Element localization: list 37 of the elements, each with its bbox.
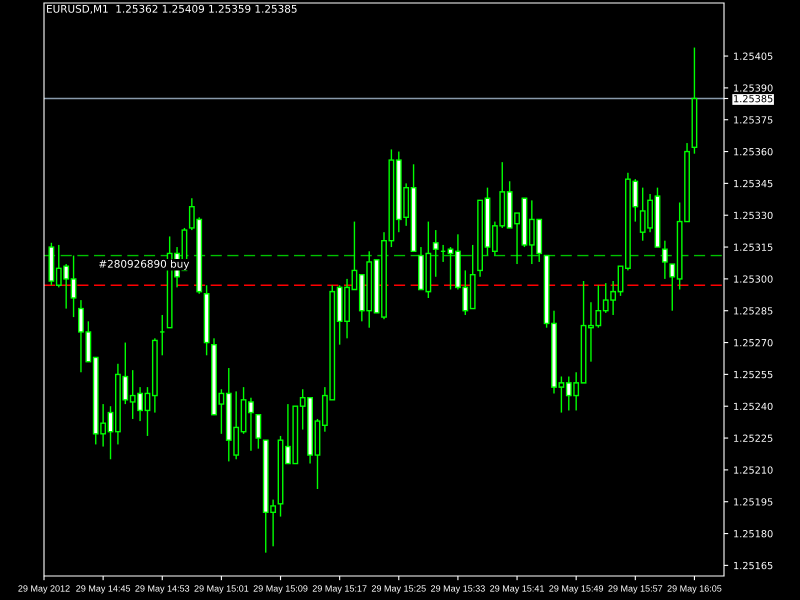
x-tick-label: 29 May 15:41 xyxy=(490,585,544,594)
y-tick-label: 1.25315 xyxy=(734,244,772,251)
y-tick-label: 1.25210 xyxy=(734,466,773,474)
candlestick xyxy=(662,240,668,280)
candlestick xyxy=(188,198,195,231)
x-tick-label: 29 May 2012 xyxy=(18,585,70,594)
y-tick-label: 1.25255 xyxy=(734,370,772,378)
x-tick-label: 29 May 16:05 xyxy=(668,585,722,594)
y-tick-label: 1.25390 xyxy=(734,84,773,92)
y-tick-label: 1.25300 xyxy=(734,275,773,283)
y-tick-label: 1.25375 xyxy=(734,116,772,124)
x-tick-label: 29 May 15:57 xyxy=(608,585,662,594)
y-tick-label: 1.25405 xyxy=(734,52,772,60)
x-tick-label: 29 May 14:45 xyxy=(76,585,130,594)
x-tick-label: 29 May 15:17 xyxy=(312,585,367,594)
y-tick-label: 1.25240 xyxy=(734,402,773,410)
x-tick-label: 29 May 15:25 xyxy=(372,585,426,594)
x-tick-label: 29 May 15:33 xyxy=(431,585,485,594)
y-tick-label: 1.25225 xyxy=(734,434,772,442)
candlestick xyxy=(432,229,439,278)
y-tick-label: 1.25180 xyxy=(734,530,773,538)
x-tick-label: 29 May 15:09 xyxy=(254,585,308,594)
ref-line-label: #280926890 buy xyxy=(99,260,190,270)
y-tick-label: 1.25330 xyxy=(734,212,773,220)
x-tick-label: 29 May 15:01 xyxy=(194,585,248,594)
chart-title: EURUSD,M1 1.25362 1.25409 1.25359 1.25385 xyxy=(47,4,297,14)
candlestick xyxy=(255,414,262,450)
y-tick-label: 1.25270 xyxy=(734,339,773,346)
x-tick-label: 29 May 14:53 xyxy=(135,585,190,594)
x-tick-label: 29 May 15:49 xyxy=(549,585,604,594)
y-tick-label: 1.25165 xyxy=(734,562,772,570)
y-tick-label: 1.25360 xyxy=(734,148,773,156)
y-tick-label: 1.25345 xyxy=(734,180,772,188)
y-tick-label: 1.25285 xyxy=(734,307,772,315)
y-tick-label: 1.25195 xyxy=(734,498,772,506)
y-tick-label: 1.25385 xyxy=(734,94,772,102)
candlestick xyxy=(440,244,446,263)
